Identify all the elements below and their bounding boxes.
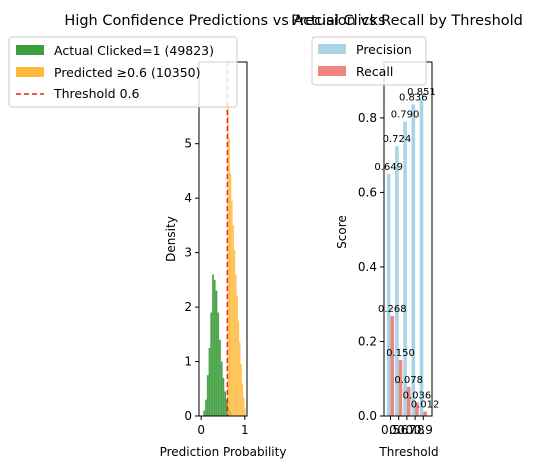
actual-clicked-bar-9 bbox=[219, 339, 221, 416]
recall-bar-1 bbox=[398, 360, 403, 416]
histogram-ytick-label-1: 1 bbox=[184, 355, 192, 369]
precision-value-label-3: 0.836 bbox=[399, 92, 428, 103]
actual-clicked-bar-11 bbox=[222, 377, 225, 416]
histogram-legend: Actual Clicked=1 (49823) Predicted ≥0.6 … bbox=[8, 36, 238, 108]
precision-recall-x-axis: 0.50.60.70.80.9 bbox=[381, 416, 433, 437]
legend-label-recall: Recall bbox=[356, 64, 393, 79]
histogram-ylabel: Density bbox=[164, 216, 178, 262]
precision-recall-bars bbox=[386, 98, 427, 417]
precision-bar-2 bbox=[403, 121, 407, 416]
precision-recall-ytick-label-2: 0.4 bbox=[358, 260, 377, 274]
predicted-bar-1 bbox=[228, 138, 230, 416]
legend-swatch-predicted bbox=[16, 67, 44, 77]
precision-value-label-4: 0.851 bbox=[407, 87, 436, 98]
histogram-ytick-label-3: 3 bbox=[184, 246, 192, 260]
precision-recall-y-axis: 0.0 0.2 0.4 0.6 0.8 bbox=[358, 111, 384, 423]
predicted-bar-4 bbox=[232, 225, 234, 416]
precision-bar-1 bbox=[395, 146, 399, 417]
actual-clicked-bar-10 bbox=[220, 361, 223, 416]
recall-bar-3 bbox=[415, 402, 419, 416]
recall-bar-4 bbox=[423, 411, 427, 416]
precision-value-label-0: 0.649 bbox=[374, 162, 403, 173]
precision-recall-ytick-label-1: 0.2 bbox=[358, 334, 377, 348]
recall-bar-2 bbox=[406, 386, 411, 416]
legend-swatch-actual bbox=[16, 45, 44, 55]
recall-bar-0 bbox=[390, 316, 395, 416]
predicted-bar-12 bbox=[243, 396, 245, 416]
legend-label-actual: Actual Clicked=1 (49823) bbox=[54, 43, 214, 58]
predicted-bar-9 bbox=[239, 342, 241, 416]
actual-clicked-bar-12 bbox=[224, 391, 227, 416]
precision-recall-xtick-label-2: 0.7 bbox=[397, 423, 416, 437]
histogram-xlabel: Prediction Probability bbox=[160, 445, 287, 459]
histogram-ytick-label-4: 4 bbox=[184, 191, 192, 205]
precision-recall-value-labels: 0.649 0.268 0.724 0.150 0.790 0.078 0.836 0.036… bbox=[374, 87, 439, 411]
histogram-ytick-label-2: 2 bbox=[184, 300, 192, 314]
legend-label-threshold: Threshold 0.6 bbox=[53, 86, 140, 101]
precision-recall-xtick-label-3: 0.8 bbox=[406, 423, 425, 437]
precision-bar-0 bbox=[386, 174, 391, 416]
predicted-bar-11 bbox=[241, 383, 244, 416]
histogram-title: High Confidence Predictions vs Actual Cl… bbox=[64, 13, 385, 29]
actual-clicked-bar-2 bbox=[206, 375, 209, 416]
histogram-y-axis: 0 1 2 3 4 5 bbox=[184, 137, 199, 423]
recall-value-label-4: 0.012 bbox=[411, 400, 440, 411]
precision-value-label-1: 0.724 bbox=[383, 134, 412, 145]
precision-value-label-2: 0.790 bbox=[391, 110, 420, 121]
precision-recall-chart: Precision vs Recall by Threshold 0.6490.… bbox=[291, 13, 523, 459]
histogram-legend-box bbox=[8, 36, 238, 108]
recall-value-label-3: 0.036 bbox=[403, 391, 432, 402]
predicted-bar-5 bbox=[233, 249, 236, 416]
legend-swatch-precision bbox=[318, 44, 346, 54]
precision-recall-ylabel: Score bbox=[335, 215, 349, 249]
precision-bar-3 bbox=[411, 104, 416, 416]
actual-clicked-bar-8 bbox=[217, 312, 220, 416]
precision-recall-xlabel: Threshold bbox=[378, 445, 438, 459]
histogram-ytick-label-0: 0 bbox=[184, 409, 192, 423]
histogram-chart: High Confidence Predictions vs Actual Cl… bbox=[8, 13, 386, 459]
predicted-bar-6 bbox=[235, 274, 237, 416]
recall-value-label-1: 0.150 bbox=[386, 348, 415, 359]
actual-clicked-bar-5 bbox=[212, 274, 214, 416]
precision-recall-title: Precision vs Recall by Threshold bbox=[291, 13, 523, 29]
predicted-bar-13 bbox=[244, 407, 246, 416]
precision-recall-xtick-label-0: 0.5 bbox=[381, 423, 400, 437]
actual-clicked-bar-7 bbox=[215, 290, 218, 416]
legend-label-predicted: Predicted ≥0.6 (10350) bbox=[54, 65, 201, 80]
precision-recall-ytick-label-0: 0.0 bbox=[358, 409, 377, 423]
legend-label-precision: Precision bbox=[356, 42, 412, 57]
predicted-bar-3 bbox=[231, 200, 233, 416]
recall-value-label-0: 0.268 bbox=[378, 304, 407, 315]
predicted-bar-8 bbox=[237, 320, 240, 416]
predicted-bar-0 bbox=[227, 102, 229, 416]
predicted-bar-7 bbox=[236, 296, 238, 416]
precision-recall-ytick-label-4: 0.8 bbox=[358, 111, 377, 125]
actual-clicked-bar-3 bbox=[208, 347, 211, 416]
histogram-ytick-label-5: 5 bbox=[184, 137, 192, 151]
precision-recall-ytick-label-3: 0.6 bbox=[358, 185, 377, 199]
recall-value-label-2: 0.078 bbox=[394, 375, 423, 386]
legend-swatch-recall bbox=[318, 66, 346, 76]
precision-recall-legend: Precision Recall bbox=[311, 36, 427, 86]
actual-clicked-bar-0 bbox=[203, 410, 206, 416]
precision-bar-4 bbox=[419, 98, 424, 416]
actual-clicked-bar-6 bbox=[213, 279, 216, 416]
predicted-bar-10 bbox=[240, 364, 242, 416]
actual-clicked-bar-4 bbox=[210, 312, 213, 416]
precision-recall-xtick-label-4: 0.9 bbox=[414, 423, 433, 437]
histogram-xtick-label-1: 1 bbox=[241, 423, 249, 437]
actual-clicked-bar-1 bbox=[205, 399, 207, 416]
histogram-xtick-label-0: 0 bbox=[197, 423, 205, 437]
histogram-bars bbox=[203, 102, 246, 416]
precision-recall-xtick-label-1: 0.6 bbox=[389, 423, 408, 437]
predicted-bar-2 bbox=[229, 173, 232, 416]
